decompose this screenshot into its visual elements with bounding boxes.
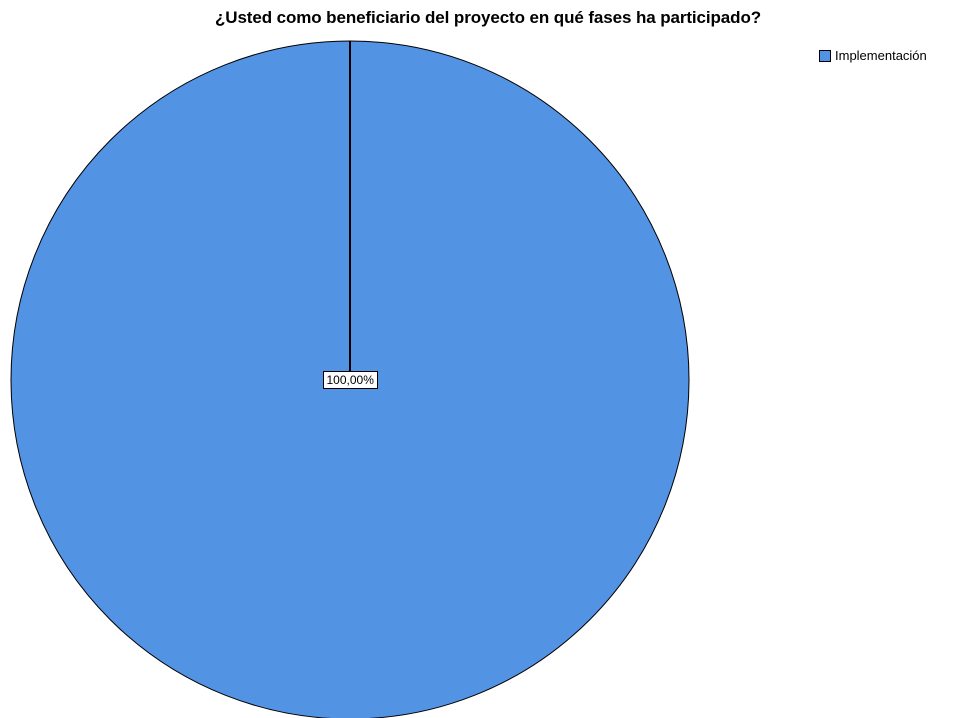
legend-label-implementacion: Implementación xyxy=(835,48,927,63)
slice-data-label: 100,00% xyxy=(322,371,378,389)
chart-title: ¿Usted como beneficiario del proyecto en… xyxy=(214,8,762,27)
legend-swatch-implementacion xyxy=(819,49,831,62)
legend: Implementación xyxy=(819,48,927,63)
